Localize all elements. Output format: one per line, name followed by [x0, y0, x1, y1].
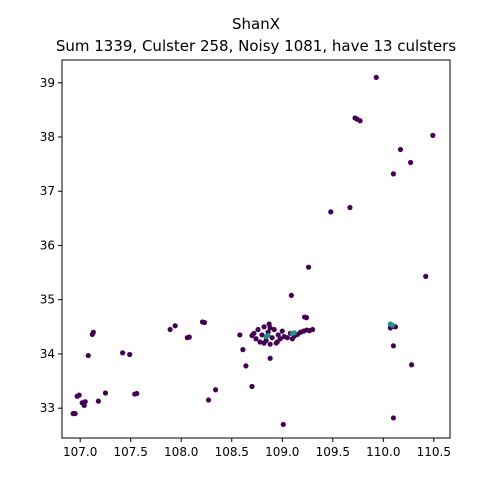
noise-point [357, 118, 363, 124]
noise-point [127, 351, 133, 358]
noise-point [305, 264, 312, 270]
noise-point [82, 399, 88, 405]
noise-point [240, 347, 246, 353]
noise-point [261, 324, 267, 330]
y-tick-label: 37 [40, 184, 55, 198]
noise-point [243, 363, 249, 369]
noise-point [279, 328, 285, 334]
noise-point [328, 209, 334, 215]
y-tick-label: 34 [40, 347, 55, 361]
y-tick-label: 39 [40, 76, 55, 90]
x-tick-label: 110.0 [366, 445, 400, 459]
noise-point [269, 335, 275, 341]
noise-point [390, 343, 397, 349]
x-tick-label: 107.5 [114, 445, 148, 459]
noise-point [347, 204, 353, 211]
noise-point [237, 332, 243, 338]
noise-point [267, 341, 273, 347]
noise-point [134, 390, 140, 397]
noise-point [167, 326, 173, 333]
noise-point [267, 325, 273, 331]
noise-point [280, 421, 286, 428]
noise-point [267, 355, 273, 361]
noise-point [271, 326, 277, 333]
plot-frame [61, 59, 451, 439]
noise-point [102, 390, 109, 396]
y-tick-label: 33 [40, 401, 55, 415]
noise-point [303, 315, 310, 321]
y-tick-label: 36 [40, 238, 55, 252]
noise-point [249, 383, 255, 390]
chart-title: ShanX [232, 15, 280, 33]
axis-ticks: 107.0 107.5 108.0 108.5 109.0 109.5 110.0 110.5… [40, 76, 451, 459]
noise-point [90, 329, 96, 335]
noise-point [251, 330, 257, 336]
noise-point [409, 362, 415, 368]
noise-point [186, 334, 192, 340]
noise-point [261, 340, 267, 346]
x-tick-label: 109.5 [316, 445, 350, 459]
noise-point [253, 336, 259, 342]
x-tick-label: 107.0 [63, 445, 97, 459]
x-tick-label: 110.5 [417, 445, 451, 459]
noise-point [205, 397, 212, 403]
noise-point [95, 398, 101, 404]
cluster-point [265, 332, 271, 339]
chart-subtitle: Sum 1339, Culster 258, Noisy 1081, have … [56, 37, 456, 55]
noise-point [201, 319, 208, 326]
noise-point [430, 132, 436, 138]
noise-point [309, 326, 316, 333]
noise-point [259, 332, 265, 338]
noise-point [274, 339, 280, 345]
noise-point [172, 323, 178, 329]
noise-point [288, 292, 294, 298]
data-points [70, 74, 436, 428]
noise-point [277, 336, 283, 342]
y-tick-label: 35 [40, 293, 55, 307]
noise-point [85, 352, 91, 359]
noise-point [390, 415, 397, 421]
noise-point [397, 146, 404, 153]
noise-point [72, 410, 78, 417]
noise-point [423, 273, 429, 279]
cluster-point [389, 322, 396, 328]
noise-point [257, 339, 263, 345]
noise-point [390, 171, 397, 177]
noise-point [212, 387, 219, 393]
x-tick-label: 108.5 [215, 445, 249, 459]
cluster-point [291, 330, 297, 336]
noise-point [284, 335, 290, 341]
x-tick-label: 109.0 [265, 445, 299, 459]
noise-point [289, 336, 295, 342]
x-tick-label: 108.0 [164, 445, 198, 459]
y-tick-label: 38 [40, 130, 55, 144]
noise-point [373, 74, 379, 80]
noise-point [255, 326, 261, 333]
noise-point [120, 350, 126, 356]
noise-point [76, 392, 82, 398]
noise-point [407, 159, 414, 166]
